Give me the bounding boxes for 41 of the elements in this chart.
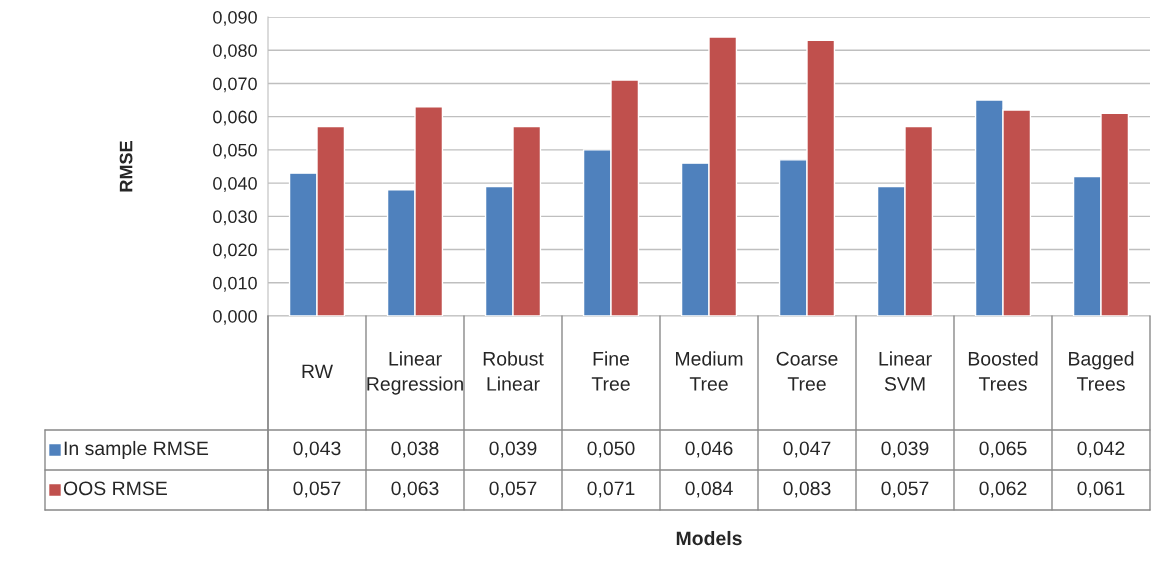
x-tick-label: Boosted Trees xyxy=(968,351,1038,391)
data-label: 0,039 xyxy=(881,441,929,458)
y-tick-label: 0,030 xyxy=(213,210,257,226)
y-axis-title: RMSE xyxy=(119,141,133,192)
data-label: 0,043 xyxy=(293,441,341,458)
data-label: 0,042 xyxy=(1077,441,1125,458)
x-tick-label: Coarse Tree xyxy=(776,351,838,391)
y-tick-label: 0,070 xyxy=(213,77,257,93)
x-tick-label: Bagged Trees xyxy=(1069,351,1134,391)
data-label: 0,038 xyxy=(391,441,439,458)
y-tick-label: 0,020 xyxy=(213,243,257,259)
legend-label: OOS RMSE xyxy=(63,481,167,496)
x-tick-label: Medium Tree xyxy=(676,351,743,391)
data-label: 0,065 xyxy=(979,441,1027,458)
x-tick-label: RW xyxy=(302,364,333,379)
data-label: 0,057 xyxy=(489,481,537,498)
data-label: 0,039 xyxy=(489,441,537,458)
data-label: 0,057 xyxy=(881,481,929,498)
x-tick-label: Linear SVM xyxy=(879,351,932,391)
y-tick-label: 0,010 xyxy=(213,276,257,292)
y-tick-label: 0,050 xyxy=(213,143,257,159)
data-label: 0,084 xyxy=(685,481,733,498)
text: Models xyxy=(676,530,742,546)
data-label: 0,050 xyxy=(587,441,635,458)
x-tick-label: Fine Tree xyxy=(591,351,630,391)
data-label: 0,057 xyxy=(293,481,341,498)
y-tick-label: 0,090 xyxy=(213,10,257,26)
data-label: 0,063 xyxy=(391,481,439,498)
data-label: 0,047 xyxy=(783,441,831,458)
y-tick-label: 0,080 xyxy=(213,44,257,60)
x-tick-label: Robust Linear xyxy=(483,351,544,391)
legend-label: In sample RMSE xyxy=(64,440,209,460)
data-label: 0,071 xyxy=(587,481,635,498)
data-label: 0,083 xyxy=(783,481,831,498)
y-tick-label: 0,060 xyxy=(213,110,257,126)
y-tick-label: 0,040 xyxy=(213,177,257,192)
data-label: 0,062 xyxy=(979,481,1027,498)
data-label: 0,046 xyxy=(685,441,733,458)
y-tick-label: 0,000 xyxy=(213,309,257,325)
x-tick-label: Linear Regression xyxy=(367,351,463,395)
data-label: 0,061 xyxy=(1077,481,1125,498)
